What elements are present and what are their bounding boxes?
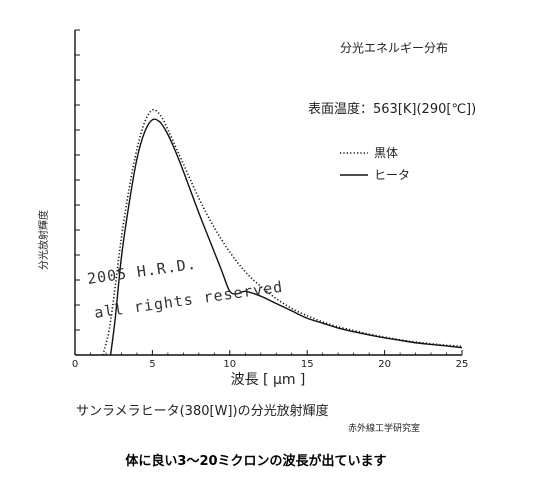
y-axis-label: 分光放射輝度 bbox=[37, 210, 50, 270]
temperature-annotation: 表面温度：563[K](290[℃]) bbox=[308, 101, 476, 117]
lab-name: 赤外線工学研究室 bbox=[348, 422, 420, 434]
series-line-heater bbox=[109, 118, 463, 356]
x-axis-ticks: 0 5 10 15 20 25 bbox=[72, 350, 469, 370]
x-tick-label: 5 bbox=[149, 359, 155, 370]
x-axis-label: 波長 [ μm ] bbox=[231, 372, 306, 388]
x-tick-label: 20 bbox=[378, 359, 391, 370]
y-axis-ticks bbox=[75, 29, 80, 331]
chart-subtitle: サンラメラヒータ(380[W])の分光放射輝度 bbox=[76, 403, 329, 419]
legend: 黒体 ヒータ bbox=[340, 146, 410, 182]
caption: 体に良い3〜20ミクロンの波長が出ています bbox=[125, 453, 386, 469]
chart-title: 分光エネルギー分布 bbox=[340, 41, 448, 55]
x-tick-label: 10 bbox=[223, 359, 236, 370]
watermark-line1: 2005 H.R.D. bbox=[86, 255, 198, 288]
x-tick-label: 25 bbox=[456, 359, 469, 370]
x-tick-label: 0 bbox=[72, 359, 78, 370]
legend-label-blackbody: 黒体 bbox=[374, 146, 398, 160]
series-line-blackbody bbox=[102, 108, 463, 356]
legend-label-heater: ヒータ bbox=[374, 168, 410, 182]
watermark-line2: all rights reserved bbox=[93, 278, 284, 322]
x-tick-label: 15 bbox=[301, 359, 314, 370]
